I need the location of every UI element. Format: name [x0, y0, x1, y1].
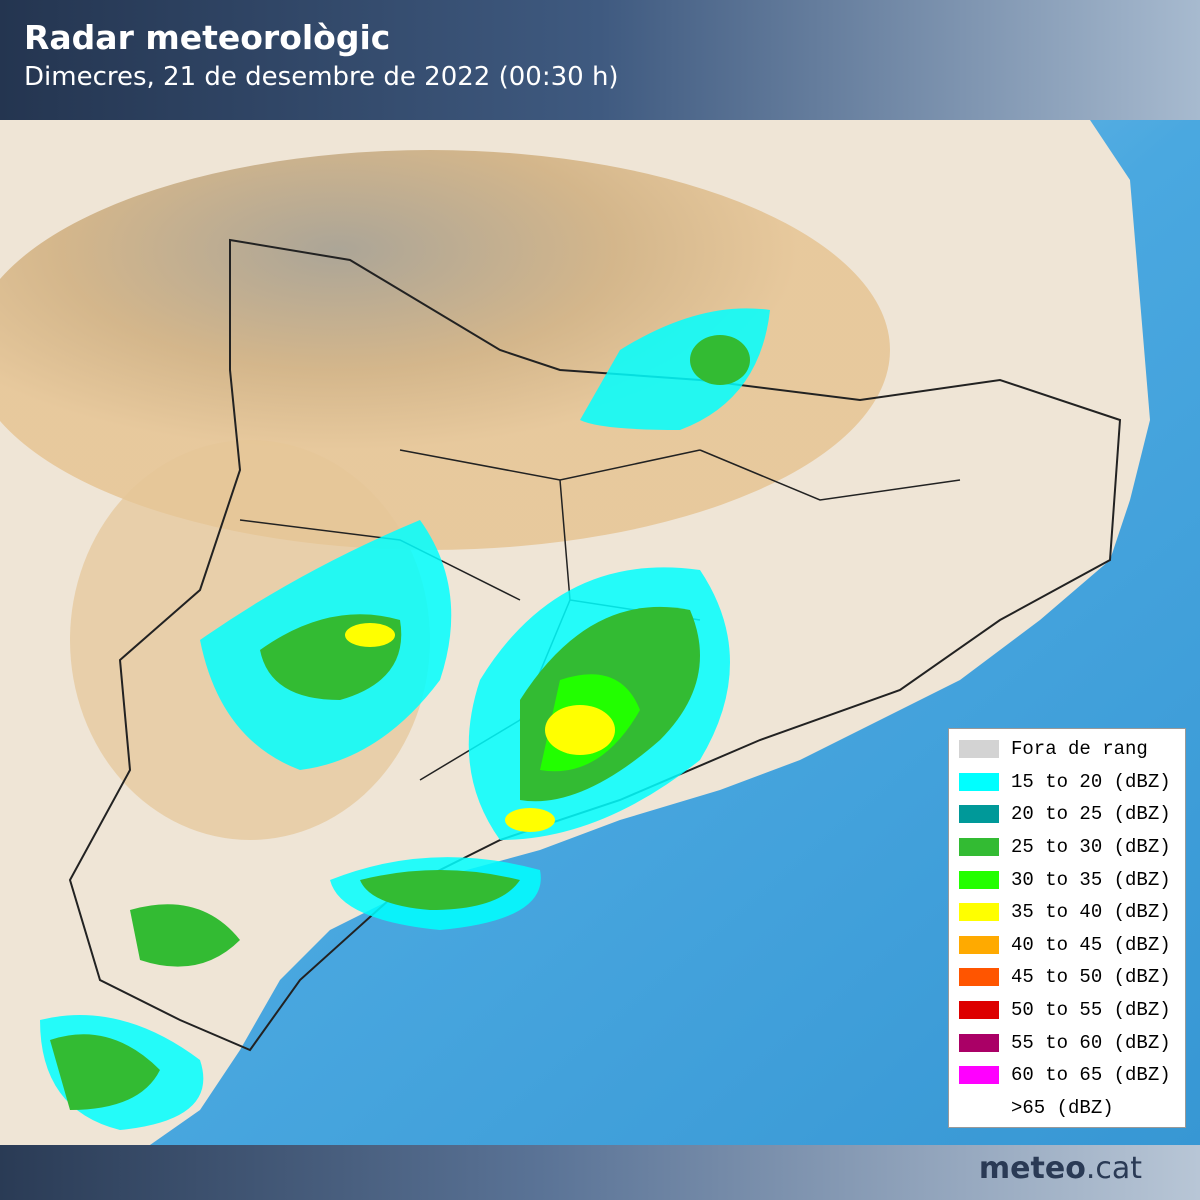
- legend-label: 30 to 35 (dBZ): [1011, 868, 1171, 891]
- legend-item: 15 to 20 (dBZ): [949, 766, 1185, 799]
- legend-label: 55 to 60 (dBZ): [1011, 1031, 1171, 1054]
- legend-label: 40 to 45 (dBZ): [1011, 933, 1171, 956]
- legend-swatch: [959, 1066, 999, 1085]
- logo-rest: .cat: [1085, 1151, 1142, 1186]
- legend-swatch: [959, 968, 999, 987]
- legend-swatch: [959, 805, 999, 824]
- legend-item: >65 (dBZ): [949, 1092, 1185, 1125]
- legend-swatch: [959, 838, 999, 857]
- legend-swatch: [959, 903, 999, 922]
- logo: meteo.cat: [979, 1151, 1142, 1186]
- legend-label: 50 to 55 (dBZ): [1011, 999, 1171, 1022]
- legend-label: 20 to 25 (dBZ): [1011, 803, 1171, 826]
- legend-swatch: [959, 935, 999, 954]
- legend-item: 20 to 25 (dBZ): [949, 798, 1185, 831]
- legend-label: Fora de rang: [1011, 738, 1148, 761]
- footer: meteo.cat: [0, 1145, 1200, 1200]
- legend-label: 25 to 30 (dBZ): [1011, 836, 1171, 859]
- radar-map: [0, 120, 1200, 1145]
- legend-item: 40 to 45 (dBZ): [949, 929, 1185, 962]
- legend-label: 45 to 50 (dBZ): [1011, 966, 1171, 989]
- legend-swatch: [959, 1001, 999, 1020]
- legend-label: 60 to 65 (dBZ): [1011, 1064, 1171, 1087]
- legend-swatch: [959, 740, 999, 759]
- legend-label: 35 to 40 (dBZ): [1011, 901, 1171, 924]
- legend-swatch: [959, 1033, 999, 1052]
- legend-item: 25 to 30 (dBZ): [949, 831, 1185, 864]
- radar-echoes: [40, 308, 770, 1130]
- legend-item: Fora de rang: [949, 733, 1185, 766]
- header: Radar meteorològic Dimecres, 21 de desem…: [0, 0, 1200, 120]
- legend-item: 60 to 65 (dBZ): [949, 1059, 1185, 1092]
- subtitle: Dimecres, 21 de desembre de 2022 (00:30 …: [24, 62, 619, 92]
- legend-swatch: [959, 772, 999, 791]
- legend-swatch: [959, 870, 999, 889]
- legend-item: 35 to 40 (dBZ): [949, 896, 1185, 929]
- legend-item: 50 to 55 (dBZ): [949, 994, 1185, 1027]
- legend-item: 45 to 50 (dBZ): [949, 961, 1185, 994]
- legend-label: >65 (dBZ): [1011, 1096, 1114, 1119]
- logo-bold: meteo: [978, 1151, 1086, 1186]
- legend-label: 15 to 20 (dBZ): [1011, 770, 1171, 793]
- legend-item: 55 to 60 (dBZ): [949, 1026, 1185, 1059]
- title: Radar meteorològic: [24, 18, 391, 57]
- legend-item: 30 to 35 (dBZ): [949, 863, 1185, 896]
- legend: Fora de rang 15 to 20 (dBZ) 20 to 25 (dBZ)…: [948, 728, 1186, 1128]
